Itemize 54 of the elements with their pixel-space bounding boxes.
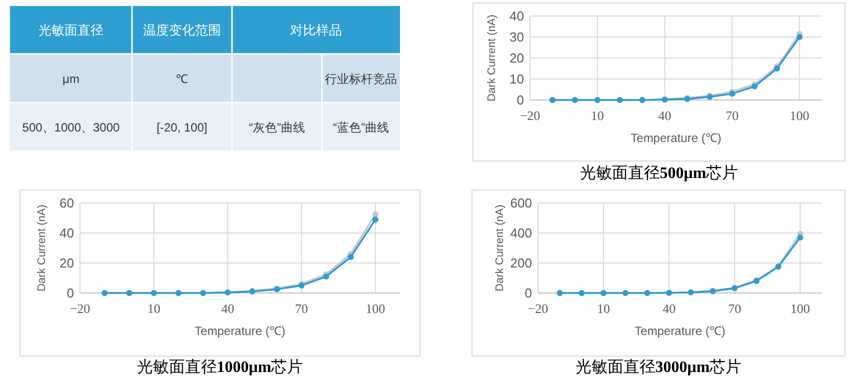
y-tick-label: 60 bbox=[60, 196, 74, 210]
x-tick-label: 10 bbox=[597, 301, 610, 316]
y-tick-label: 0 bbox=[66, 286, 74, 300]
text: “蓝色”曲线 bbox=[333, 120, 389, 135]
y-tick-label: 40 bbox=[510, 8, 524, 24]
x-axis-title: Temperature (℃) bbox=[630, 131, 722, 145]
text: 对比样品 bbox=[290, 22, 342, 38]
y-tick-label: 10 bbox=[510, 72, 524, 86]
x-tick-label: 10 bbox=[590, 108, 604, 123]
x-tick-label: 100 bbox=[366, 301, 386, 316]
point bbox=[774, 66, 780, 72]
y-tick-label: 0 bbox=[524, 286, 532, 300]
y-tick-label: 20 bbox=[510, 50, 524, 66]
x-tick-label: 100 bbox=[790, 108, 810, 123]
text: 温度变化范围 bbox=[143, 22, 221, 38]
y-tick-label: 0 bbox=[516, 92, 524, 108]
x-tick-label: 40 bbox=[658, 108, 672, 123]
x-tick-label: 70 bbox=[728, 301, 742, 316]
text: μm bbox=[62, 72, 80, 86]
text: [-20, 100] bbox=[156, 120, 208, 135]
x-tick-label: 10 bbox=[147, 301, 160, 316]
y-tick-label: 40 bbox=[60, 226, 74, 240]
y-axis-title: Dark Current (nA) bbox=[36, 204, 48, 292]
text: ℃ bbox=[176, 72, 188, 86]
y-tick-label: 30 bbox=[510, 30, 524, 44]
point bbox=[372, 211, 378, 218]
point bbox=[348, 254, 354, 260]
y-tick-label: 20 bbox=[60, 256, 74, 270]
y-tick-label: 600 bbox=[510, 196, 532, 210]
text: 光敏面直径 bbox=[38, 22, 104, 38]
text: 行业标杆竞品 bbox=[325, 72, 397, 86]
text: 光敏面直径3000μm芯片 bbox=[575, 358, 742, 376]
x-tick-label: −20 bbox=[520, 108, 540, 123]
text: “灰色”曲线 bbox=[249, 120, 305, 135]
x-tick-label: 40 bbox=[662, 301, 676, 316]
x-tick-label: 70 bbox=[726, 108, 739, 123]
x-tick-label: −20 bbox=[70, 301, 90, 316]
y-tick-label: 400 bbox=[510, 226, 532, 240]
x-tick-label: −20 bbox=[528, 301, 548, 316]
x-axis-title: Temperature (℃) bbox=[634, 324, 726, 338]
y-tick-label: 200 bbox=[510, 256, 532, 270]
x-tick-label: 100 bbox=[790, 301, 810, 316]
x-axis-title: Temperature (℃) bbox=[194, 324, 286, 338]
point bbox=[796, 34, 803, 40]
x-tick-label: 40 bbox=[221, 301, 234, 316]
text: 500、1000、3000 bbox=[22, 120, 120, 135]
y-axis-title: Dark Current (nA) bbox=[494, 204, 506, 292]
y-axis-title: Dark Current (nA) bbox=[486, 14, 498, 102]
text: 光敏面直径1000μm芯片 bbox=[136, 358, 304, 376]
x-tick-label: 70 bbox=[295, 301, 308, 316]
text: 光敏面直径500μm芯片 bbox=[580, 164, 738, 182]
point bbox=[797, 234, 804, 240]
point bbox=[372, 216, 378, 222]
point bbox=[323, 274, 330, 280]
